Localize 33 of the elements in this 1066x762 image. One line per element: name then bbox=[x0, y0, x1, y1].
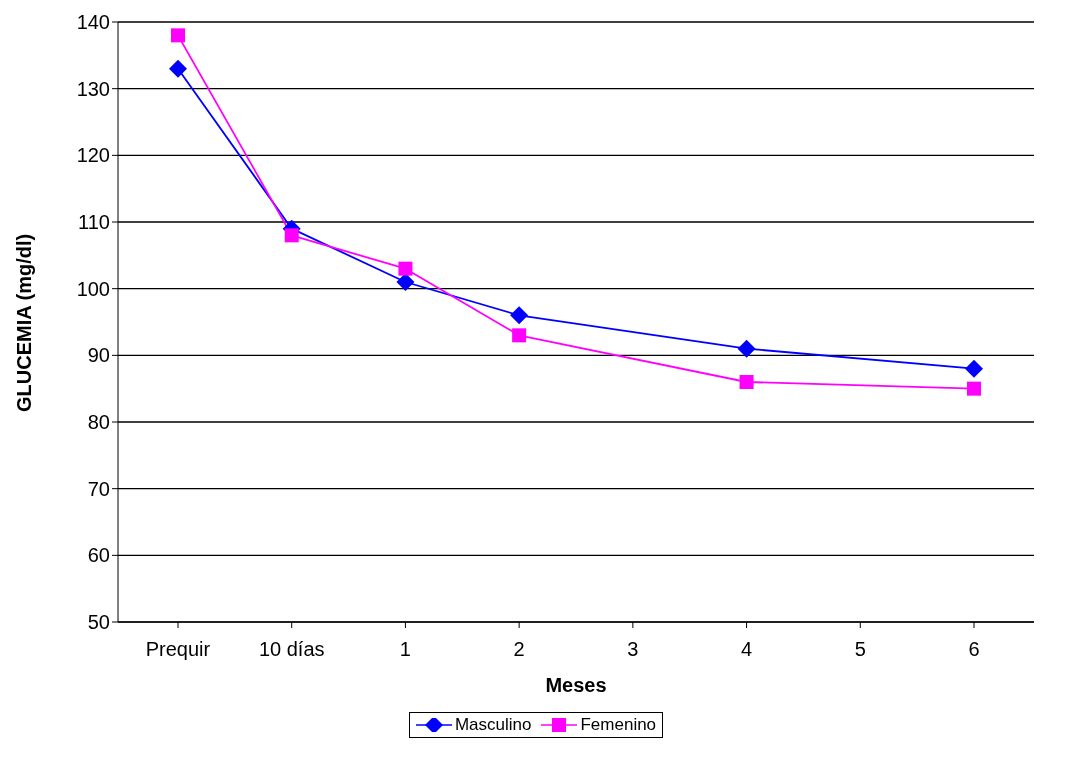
x-tick-label: 3 bbox=[627, 638, 639, 661]
y-tick-label: 130 bbox=[76, 77, 110, 100]
x-tick-label: 10 días bbox=[258, 638, 325, 661]
y-tick-label: 80 bbox=[87, 411, 110, 434]
point bbox=[510, 306, 529, 325]
y-tick-label: 110 bbox=[78, 211, 110, 234]
y-tick-label: 60 bbox=[87, 544, 110, 567]
x-tick-label: 6 bbox=[968, 638, 980, 661]
point bbox=[739, 375, 754, 389]
point bbox=[965, 359, 983, 378]
point bbox=[398, 261, 413, 276]
point bbox=[284, 228, 299, 243]
y-tick-label: 70 bbox=[87, 477, 110, 500]
x-tick-label: 1 bbox=[399, 638, 411, 661]
legend-label: Masculino bbox=[453, 715, 532, 735]
y-tick-label: 50 bbox=[87, 611, 110, 634]
x-tick-label: 2 bbox=[513, 638, 525, 661]
x-tick-label: Prequir bbox=[145, 638, 211, 661]
x-tick-label: 5 bbox=[854, 638, 866, 661]
x-tick-label: 4 bbox=[741, 638, 753, 661]
point bbox=[396, 273, 415, 291]
point bbox=[967, 381, 981, 396]
y-tick-label: 140 bbox=[76, 11, 110, 34]
y-axis-title: GLUCEMIA (mg/dl) bbox=[13, 233, 36, 412]
point bbox=[169, 59, 187, 78]
point bbox=[512, 328, 527, 343]
y-tick-label: 120 bbox=[76, 144, 110, 167]
point bbox=[171, 28, 185, 43]
point bbox=[737, 339, 756, 358]
x-axis-title: Meses bbox=[545, 674, 607, 696]
y-tick-label: 100 bbox=[76, 277, 110, 300]
y-tick-label: 90 bbox=[87, 344, 110, 367]
legend-label: Femenino bbox=[579, 715, 657, 735]
